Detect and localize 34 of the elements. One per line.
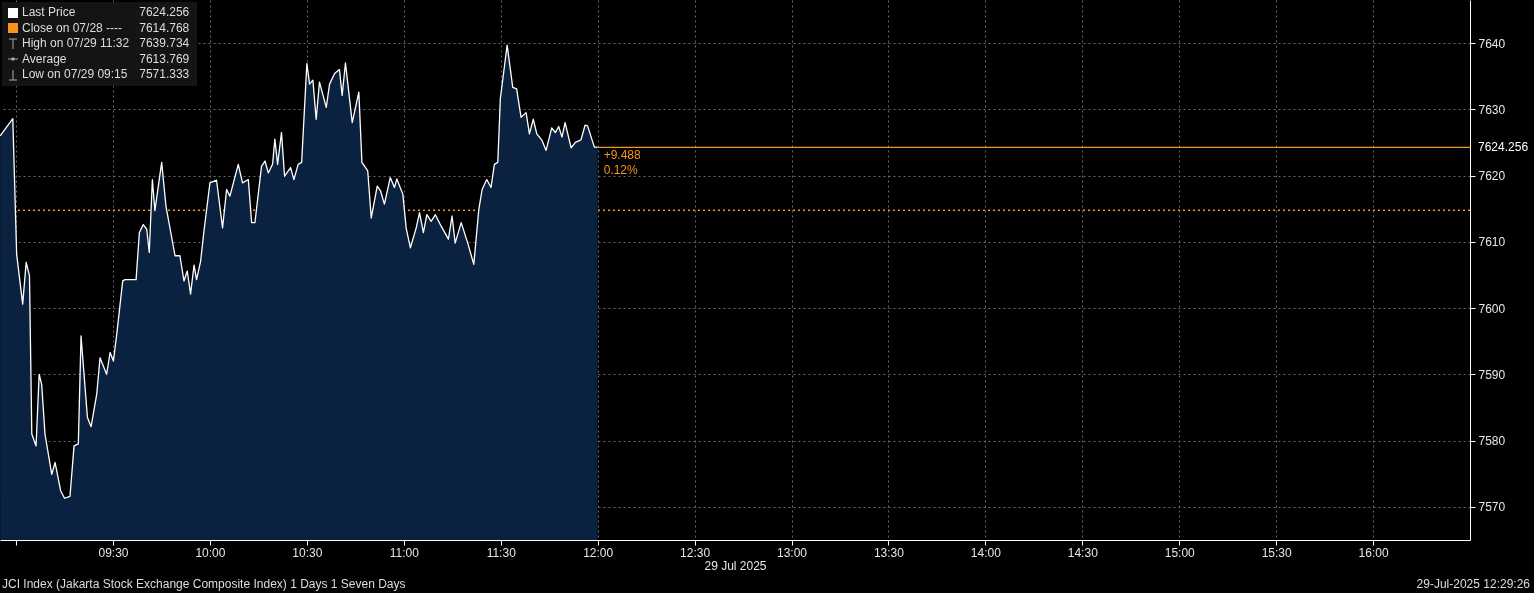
y-tick-label: 7640	[1478, 36, 1506, 51]
x-tick-label: 10:30	[292, 545, 323, 560]
x-tick-label: 12:00	[583, 545, 614, 560]
x-tick-label: 09:30	[98, 545, 129, 560]
x-tick-label: 15:00	[1164, 545, 1196, 560]
x-tick-label: 13:00	[776, 545, 808, 560]
x-axis-title: 29 Jul 2025	[704, 558, 767, 573]
y-tick-label: 7610	[1478, 235, 1506, 250]
y-tick-label: 7620	[1478, 169, 1506, 184]
x-tick-label: 14:30	[1067, 545, 1099, 560]
y-tick-label: 7570	[1478, 500, 1506, 515]
y-tick-label: 7600	[1478, 301, 1506, 316]
x-tick-label: 16:00	[1358, 545, 1389, 560]
y-tick-label: 7630	[1478, 102, 1506, 117]
annotation: +9.488	[603, 148, 642, 163]
text: Close on 07/28 ---- 7614.768	[22, 20, 190, 35]
data-label: 7624.256	[1478, 140, 1529, 155]
annotation: Low on 07/29 09:15 7571.333	[21, 67, 191, 83]
x-tick-label: 10:00	[195, 545, 226, 560]
x-tick-label: 14:00	[970, 545, 1002, 560]
x-tick-label: 11:00	[389, 545, 420, 560]
x-tick-label: 11:30	[486, 545, 517, 560]
x-tick-label: 13:30	[873, 545, 905, 560]
text: 29-Jul-2025 12:29:26	[1416, 577, 1530, 591]
text: Average 7613.769	[22, 51, 190, 66]
annotation: High on 07/29 11:32 7639.734	[21, 36, 191, 52]
text: JCI Index (Jakarta Stock Exchange Composite Index) 1 Days 1 Seven Days	[2, 577, 406, 591]
y-tick-label: 7590	[1478, 367, 1506, 382]
x-tick-label: 12:30	[680, 545, 711, 560]
annotation: 0.12%	[603, 163, 639, 178]
y-tick-label: 7580	[1478, 434, 1506, 449]
legend-label: Last Price	[21, 5, 77, 21]
x-tick-label: 15:30	[1261, 545, 1292, 560]
text: 7624.256	[139, 5, 190, 19]
